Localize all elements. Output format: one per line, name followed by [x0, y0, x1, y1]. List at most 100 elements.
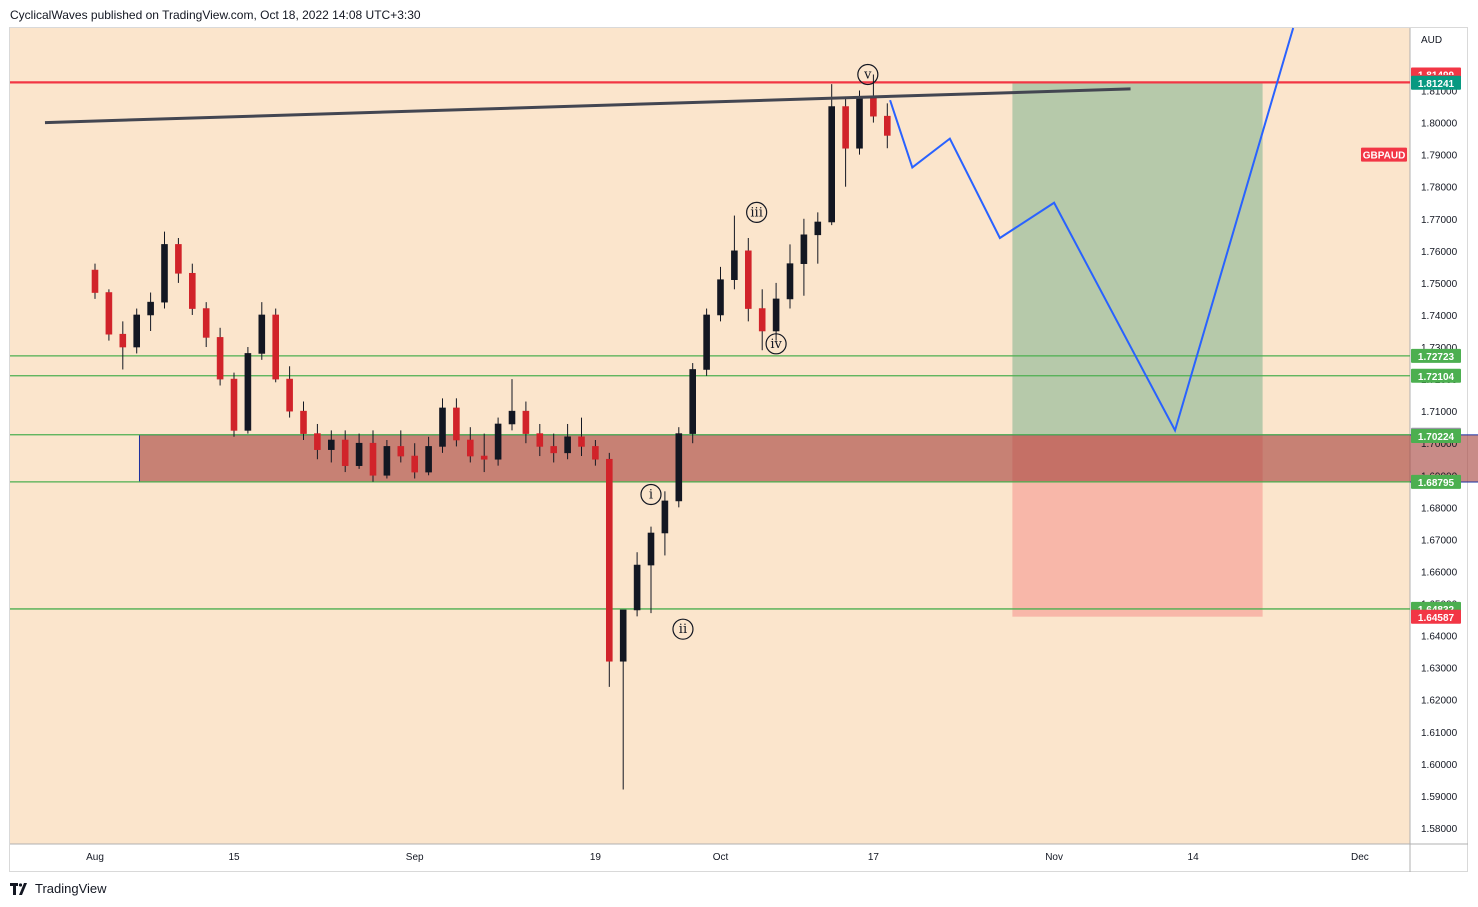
candle: [689, 363, 697, 444]
candle: [383, 440, 391, 479]
candle: [814, 212, 822, 264]
price-tick-label: 1.66000: [1421, 567, 1458, 578]
svg-text:iii: iii: [750, 205, 762, 220]
candle: [133, 308, 140, 354]
price-tick-label: 1.70000: [1421, 439, 1458, 450]
candle: [216, 327, 224, 386]
candle: [550, 433, 558, 463]
price-tick-label: 1.71000: [1421, 407, 1458, 418]
elliott-projection-path[interactable]: [889, 27, 1295, 434]
time-tick-label: 14: [1188, 852, 1200, 863]
svg-text:ii: ii: [679, 622, 687, 637]
time-tick-label: 19: [590, 852, 602, 863]
wave-label-v[interactable]: v: [857, 63, 879, 86]
svg-text:v: v: [863, 67, 872, 82]
candle: [230, 372, 238, 437]
candle: [258, 302, 266, 360]
price-tick-label: 1.64000: [1421, 632, 1458, 643]
candle: [564, 423, 571, 460]
tradingview-brand-text: TradingView: [35, 881, 107, 896]
svg-text:1.68795: 1.68795: [1418, 478, 1455, 489]
wave-label-i[interactable]: i: [640, 483, 662, 506]
candle: [675, 427, 683, 508]
candle: [300, 401, 307, 441]
price-tag[interactable]: 1.68795: [1411, 474, 1461, 489]
candle: [286, 366, 293, 418]
svg-text:1.72104: 1.72104: [1418, 372, 1455, 383]
tradingview-logo[interactable]: TradingView: [10, 881, 107, 896]
candle: [439, 398, 446, 453]
candle: [453, 398, 460, 447]
candlestick-series: [91, 74, 891, 790]
svg-text:i: i: [649, 488, 653, 503]
resistance-trendline[interactable]: [44, 87, 1131, 125]
price-tick-label: 1.58000: [1421, 824, 1458, 835]
candle: [397, 430, 405, 463]
candle: [883, 103, 891, 149]
price-tick-label: 1.60000: [1421, 760, 1458, 771]
wave-label-ii[interactable]: ii: [672, 618, 694, 640]
price-tag[interactable]: 1.70224: [1411, 429, 1461, 444]
price-tick-label: 1.62000: [1421, 696, 1458, 707]
wave-label-iii[interactable]: iii: [746, 201, 768, 223]
price-tick-label: 1.73000: [1421, 343, 1458, 354]
svg-text:1.70224: 1.70224: [1418, 432, 1455, 443]
candle: [314, 423, 321, 460]
candle: [369, 430, 377, 482]
price-tick-label: 1.81000: [1421, 87, 1458, 98]
candle: [341, 430, 349, 473]
candle: [508, 379, 516, 431]
time-tick-label: Dec: [1351, 852, 1369, 863]
candle: [703, 308, 710, 376]
svg-text:1.72723: 1.72723: [1418, 352, 1455, 363]
time-tick-label: Nov: [1045, 852, 1063, 863]
candle: [189, 263, 196, 315]
price-tick-label: 1.68000: [1421, 503, 1458, 514]
price-tick-label: 1.59000: [1421, 792, 1458, 803]
time-tick-label: Sep: [406, 852, 424, 863]
time-tick-label: Oct: [713, 852, 729, 863]
price-tick-label: 1.77000: [1421, 215, 1458, 226]
price-tick-label: 1.63000: [1421, 664, 1458, 675]
wave-label-iv[interactable]: iv: [765, 333, 787, 355]
price-tick-label: 1.67000: [1421, 535, 1458, 546]
candle: [758, 289, 766, 351]
candle: [647, 526, 655, 614]
symbol-badge[interactable]: GBPAUD: [1361, 147, 1407, 162]
candle: [425, 436, 432, 476]
candle: [147, 292, 154, 331]
svg-text:GBPAUD: GBPAUD: [1363, 151, 1406, 162]
price-tick-label: 1.79000: [1421, 151, 1458, 162]
candle: [605, 452, 613, 687]
candle: [466, 427, 474, 463]
price-tag[interactable]: 1.64587: [1411, 609, 1461, 624]
tradingview-logo-icon: [10, 882, 27, 895]
price-tag[interactable]: 1.81241: [1411, 75, 1461, 90]
candle: [161, 231, 168, 309]
price-tick-label: 1.78000: [1421, 183, 1458, 194]
candle: [327, 430, 335, 463]
price-tick-label: 1.75000: [1421, 279, 1458, 290]
candle: [480, 433, 488, 473]
support-zone-rectangle[interactable]: [138, 434, 1478, 483]
price-tick-label: 1.80000: [1421, 119, 1458, 130]
svg-text:1.64587: 1.64587: [1418, 613, 1455, 624]
time-tick-label: Aug: [86, 852, 104, 863]
candle: [786, 244, 794, 309]
candle: [619, 609, 627, 790]
price-tag[interactable]: 1.72723: [1411, 348, 1461, 363]
publisher-caption: CyclicalWaves published on TradingView.c…: [10, 8, 421, 22]
currency-label: AUD: [1421, 35, 1442, 46]
candle: [494, 417, 502, 466]
candle: [828, 84, 836, 226]
candle: [536, 423, 544, 457]
svg-text:iv: iv: [770, 337, 782, 352]
candle: [119, 321, 127, 370]
price-tag[interactable]: 1.72104: [1411, 368, 1461, 383]
price-tick-label: 1.61000: [1421, 728, 1458, 739]
candle: [717, 266, 724, 322]
candle: [202, 302, 210, 348]
candle: [244, 347, 252, 434]
candle: [800, 218, 808, 296]
